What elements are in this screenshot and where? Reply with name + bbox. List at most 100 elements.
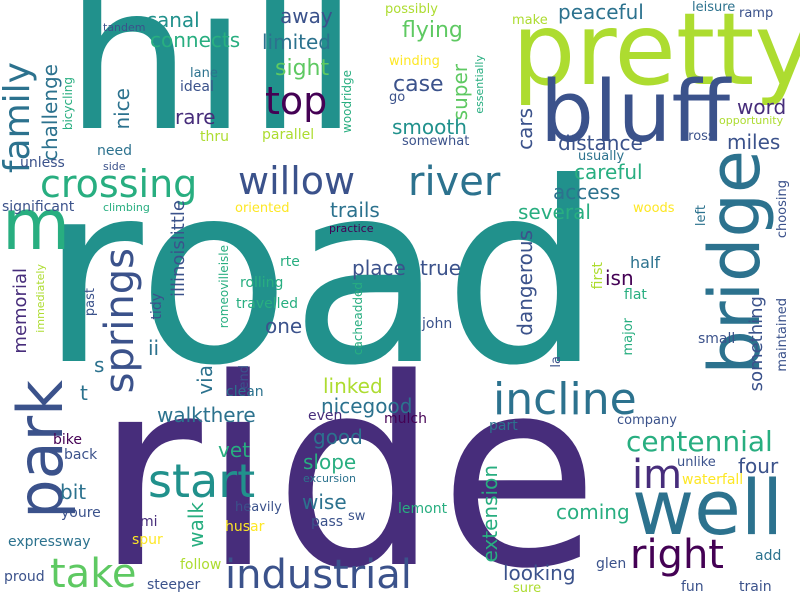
word-centennial: centennial [626,425,773,458]
word-wise: wise [302,490,347,514]
word-immediately: immediately [34,264,47,333]
word-bike: bike [53,432,82,448]
word-add: add [755,548,782,564]
word-something: something [746,296,767,392]
word-cacheadded: cacheadded [351,282,365,356]
word-lane: lane [190,66,218,81]
word-choosing: choosing [775,180,790,239]
word-good: good [313,425,363,449]
word-oriented: oriented [235,201,290,216]
word-ideal: ideal [180,79,214,95]
word-four: four [738,454,779,478]
word-clean: clean [226,384,264,400]
word-access: access [553,180,621,204]
word-rolling: rolling [240,275,284,291]
word-unless: unless [20,155,65,171]
word-major: major [621,318,636,356]
word-thru: thru [200,129,229,145]
word-excursion: excursion [303,472,356,485]
word-end: end [237,365,252,390]
word-ride: ride [95,324,600,600]
word-steeper: steeper [147,577,201,593]
word-top: top [265,79,328,123]
word-coming: coming [556,500,630,524]
word-illinoislittle: illinoislittle [168,200,189,297]
word-place: place [352,256,406,280]
word-vet: vet [218,438,250,462]
word-careful: careful [574,160,643,184]
word-side: side [103,160,126,173]
word-true: true [420,256,462,280]
word-practice: practice [329,222,374,235]
word-pass: pass [311,514,344,530]
word-walk: walk [184,502,208,548]
word-glen: glen [596,556,627,572]
word-limited: limited [262,30,331,54]
word-looking: looking [503,561,576,585]
word-part: part [489,418,518,434]
word-sight: sight [275,56,330,81]
word-take: take [50,551,137,597]
word-flat: flat [624,287,647,303]
word-several: several [518,200,591,224]
word-even: even [308,408,343,424]
word-usually: usually [578,149,625,164]
word-hill: hill [65,0,359,176]
word-first: first [590,262,606,290]
word-miles: miles [727,130,781,154]
word-significant: significant [2,199,75,215]
word-unlike: unlike [677,455,716,470]
word-mulch: mulch [384,411,427,427]
word-john: john [422,316,453,332]
word-follow: follow [180,557,222,573]
word-leisure: leisure [692,0,736,15]
word-bit: bit [60,480,87,504]
word-tandem: tandem [103,21,146,34]
word-river: river [408,159,501,205]
word-m: m [2,184,71,266]
word-willow: willow [238,159,356,203]
word-s: s [94,353,105,377]
word-youre: youre [61,505,101,521]
word-crossing: crossing [40,162,198,206]
word-tidy: tidy [149,293,165,320]
word-ii: ii [148,336,160,360]
word-waterfall: waterfall [682,472,744,488]
word-im: im [632,452,683,498]
word-distance: distance [558,131,643,155]
word-train: train [739,579,772,595]
word-maintained: maintained [775,298,790,372]
word-cross: cross [681,129,715,144]
word-extension: extension [478,465,502,563]
word-mi: mi [140,514,158,530]
word-spur: spur [132,532,163,548]
word-case: case [393,72,444,97]
word-linked: linked [323,374,383,398]
word-back: back [64,447,98,463]
word-pretty: pretty [512,0,800,108]
word-away: away [280,4,333,28]
word-dangerous: dangerous [513,230,537,336]
word-lemont: lemont [398,501,448,517]
word-fun: fun [681,579,704,595]
word-possibly: possibly [385,2,438,17]
word-somewhat: somewhat [402,134,470,149]
word-need: need [97,143,132,159]
word-rare: rare [175,105,216,129]
word-isn: isn [605,266,634,290]
word-half: half [630,253,661,272]
word-company: company [617,413,677,428]
word-nice: nice [110,88,134,130]
word-romeovilleisle: romeovilleisle [217,245,231,329]
word-travelled: travelled [236,296,299,312]
word-past: past [83,288,98,317]
word-peaceful: peaceful [558,0,644,24]
word-make: make [512,13,548,28]
word-flying: flying [402,18,463,43]
word-ramp: ramp [739,6,774,21]
word-smooth: smooth [392,115,467,139]
word-nicegood: nicegood [321,394,413,418]
word-parallel: parallel [262,127,315,143]
word-rte: rte [280,254,300,270]
